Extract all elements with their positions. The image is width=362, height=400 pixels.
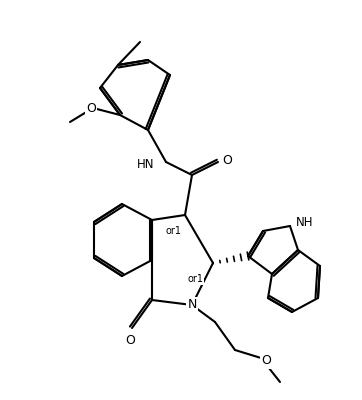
Text: or1: or1 bbox=[165, 226, 181, 236]
Text: or1: or1 bbox=[187, 274, 203, 284]
Text: HN: HN bbox=[136, 158, 154, 170]
Text: O: O bbox=[222, 154, 232, 166]
Text: O: O bbox=[261, 354, 271, 368]
Text: O: O bbox=[86, 102, 96, 116]
Text: NH: NH bbox=[296, 216, 314, 228]
Text: O: O bbox=[125, 334, 135, 346]
Text: N: N bbox=[187, 298, 197, 312]
